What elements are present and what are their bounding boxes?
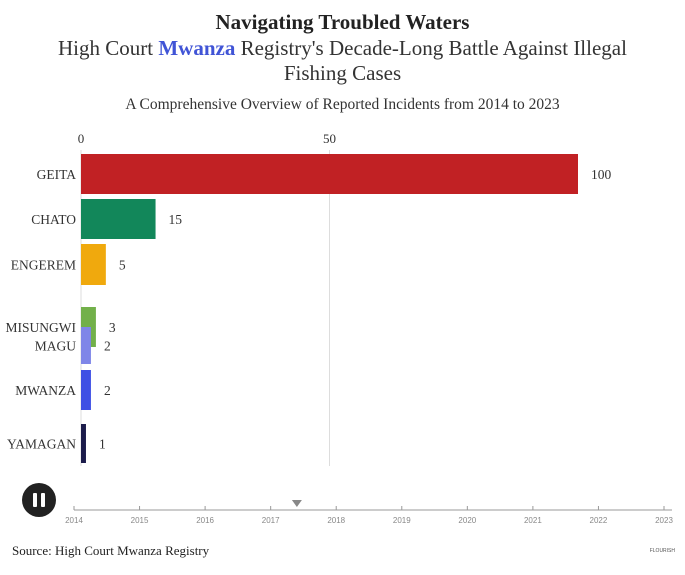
category-label: YAMAGAN (7, 437, 76, 452)
value-label: 15 (169, 212, 183, 227)
chart-subtitle-heading: High Court Mwanza Registry's Decade-Long… (0, 36, 685, 86)
bar[interactable] (81, 199, 156, 239)
value-label: 100 (591, 167, 612, 182)
x-tick-label: 50 (323, 131, 336, 146)
category-label: CHATO (31, 212, 76, 227)
title-sub-prefix: High Court (58, 36, 159, 60)
timeline-year-label: 2020 (458, 516, 476, 525)
timeline-year-label: 2022 (590, 516, 608, 525)
source-note: Source: High Court Mwanza Registry (12, 543, 210, 558)
chart-description: A Comprehensive Overview of Reported Inc… (125, 96, 560, 113)
timeline-year-label: 2018 (327, 516, 345, 525)
category-label: MWANZA (15, 383, 76, 398)
value-labels: 100 15 5 3 2 2 1 (99, 167, 612, 452)
pause-icon-bar (41, 493, 45, 507)
chart-title-block: Navigating Troubled Waters High Court Mw… (0, 8, 685, 86)
timeline-year-label: 2017 (262, 516, 280, 525)
timeline-handle-icon[interactable] (291, 500, 302, 507)
title-highlight-mwanza: Mwanza (158, 36, 236, 60)
value-label: 5 (119, 258, 126, 273)
timeline-year-label: 2016 (196, 516, 214, 525)
bar[interactable] (81, 424, 86, 463)
bar[interactable] (81, 327, 91, 364)
category-label: ENGEREM (11, 258, 76, 273)
gridlines (80, 150, 330, 466)
x-axis: 0 50 (78, 131, 336, 146)
timeline-year-label: 2014 (65, 516, 83, 525)
value-label: 2 (104, 339, 111, 354)
bar[interactable] (81, 370, 91, 410)
value-label: 3 (109, 320, 116, 335)
x-tick-label: 0 (78, 131, 85, 146)
pause-button[interactable] (22, 483, 56, 517)
timeline-year-label: 2019 (393, 516, 411, 525)
value-label: 2 (104, 383, 111, 398)
bar[interactable] (81, 244, 106, 285)
timeline-year-label: 2015 (131, 516, 149, 525)
category-label: GEITA (37, 167, 77, 182)
bars (81, 154, 578, 463)
title-sub-suffix: Registry's Decade-Long Battle Against Il… (235, 36, 627, 85)
pause-icon (33, 493, 37, 507)
timeline-axis[interactable]: 2014 2015 2016 2017 2018 2019 2020 2021 2022 2023 (65, 500, 673, 525)
category-label: MAGU (35, 339, 77, 354)
value-label: 1 (99, 437, 106, 452)
credit-logo: FLOURISH (649, 548, 675, 554)
category-labels: GEITA CHATO ENGEREM MISUNGWI MAGU MWANZA YAMAG… (6, 167, 77, 452)
bar[interactable] (81, 154, 578, 194)
timeline-year-label: 2023 (655, 516, 673, 525)
chart-title: Navigating Troubled Waters (215, 10, 470, 34)
timeline-year-label: 2021 (524, 516, 542, 525)
category-label: MISUNGWI (6, 320, 77, 335)
